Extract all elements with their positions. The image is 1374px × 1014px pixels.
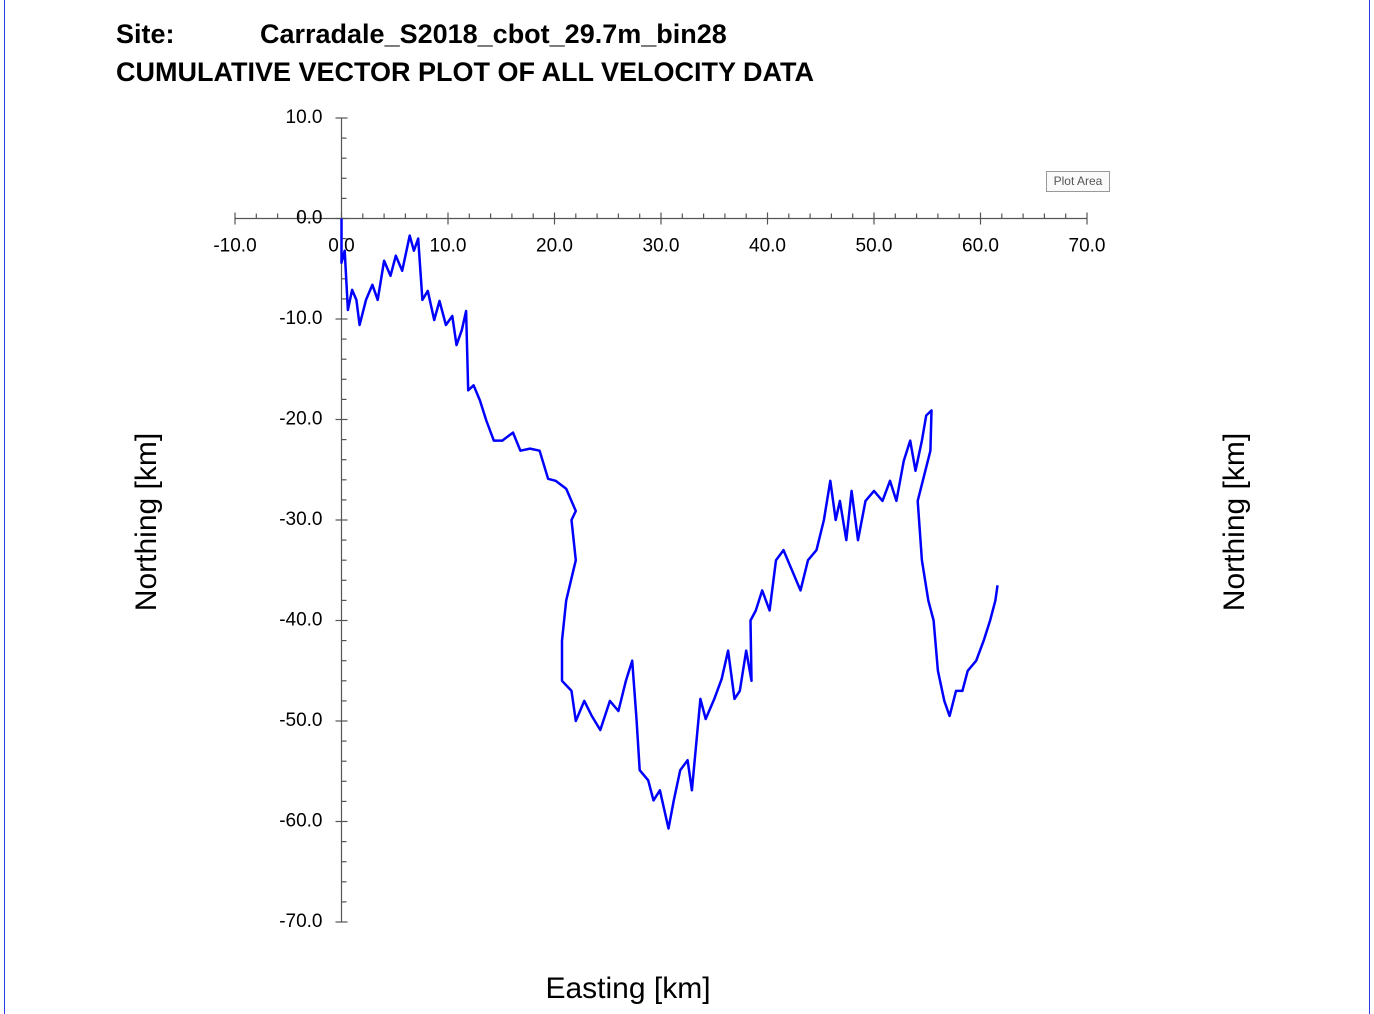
y-tick-label: 0.0 <box>296 208 322 229</box>
y-tick-label: -60.0 <box>279 811 322 832</box>
site-name: Carradale_S2018_cbot_29.7m_bin28 <box>260 19 727 49</box>
y-tick-label: -30.0 <box>279 509 322 530</box>
x-tick-label: 50.0 <box>856 236 893 257</box>
x-tick-label: 10.0 <box>430 236 467 257</box>
x-axis-label: Easting [km] <box>545 972 710 1005</box>
x-tick-label: 40.0 <box>749 236 786 257</box>
x-tick-label: 60.0 <box>962 236 999 257</box>
frame <box>4 0 1370 1014</box>
tooltip: Plot Area <box>1054 174 1103 188</box>
y-axis-label-right: Northing [km] <box>1218 433 1251 611</box>
y-tick-label: -50.0 <box>279 710 322 731</box>
y-tick-label: -10.0 <box>279 308 322 329</box>
y-axis-label: Northing [km] <box>130 433 163 611</box>
chart-title: CUMULATIVE VECTOR PLOT OF ALL VELOCITY D… <box>116 57 814 87</box>
y-tick-label: -40.0 <box>279 610 322 631</box>
y-tick-label: -70.0 <box>279 911 322 932</box>
tooltip-box <box>1046 171 1110 192</box>
site-label: Site: <box>116 19 175 49</box>
x-tick-label: -10.0 <box>213 236 256 257</box>
y-tick-label: 10.0 <box>286 107 323 128</box>
y-tick-label: -20.0 <box>279 409 322 430</box>
x-tick-label: 30.0 <box>643 236 680 257</box>
x-tick-label: 20.0 <box>536 236 573 257</box>
x-tick-label: 70.0 <box>1069 236 1106 257</box>
trajectory-line <box>340 218 999 830</box>
